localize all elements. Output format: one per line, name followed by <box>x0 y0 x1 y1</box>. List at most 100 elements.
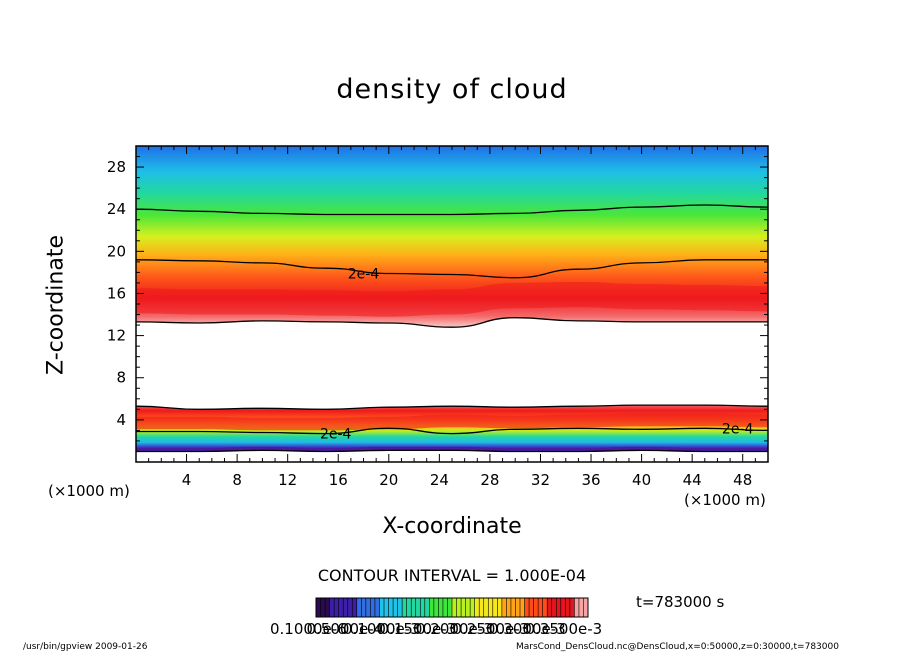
colorbar-cell <box>406 598 412 617</box>
colorbar-cell <box>411 598 417 617</box>
chart-title: density of cloud <box>336 74 568 105</box>
colorbar-cell <box>329 598 335 617</box>
y-axis-unit: (×1000 m) <box>48 482 130 500</box>
colorbar-cell <box>506 598 512 617</box>
colorbar-cell <box>325 598 331 617</box>
colorbar-cell <box>442 598 448 617</box>
x-tick-label: 4 <box>182 471 192 489</box>
colorbar-cell <box>542 598 548 617</box>
lower-clear-region <box>136 450 768 462</box>
lower-layer-peak-band <box>136 413 768 431</box>
x-tick-label: 28 <box>480 471 499 489</box>
colorbar-cell <box>515 598 521 617</box>
colorbar-cell <box>402 598 408 617</box>
colorbar-cell <box>492 598 498 617</box>
y-tick-label: 8 <box>116 369 126 387</box>
colorbar-cell <box>379 598 385 617</box>
colorbar-cell <box>320 598 326 617</box>
y-tick-label: 12 <box>107 327 126 345</box>
colorbar-tick-label: 0.1500e-3 <box>379 620 457 638</box>
upper-layer-peak-band <box>136 281 768 317</box>
upper-contour-2e-4 <box>136 259 768 279</box>
x-tick-label: 40 <box>632 471 651 489</box>
upper-outer-contour-top <box>136 204 768 216</box>
colorbar-cell <box>356 598 362 617</box>
colorbar-cell <box>365 598 371 617</box>
colorbar-cell <box>370 598 376 617</box>
colorbar-cell <box>574 598 580 617</box>
colorbar-cell <box>393 598 399 617</box>
colorbar-cell <box>461 598 467 617</box>
colorbar-cell <box>501 598 507 617</box>
lower-contour-2e-4 <box>136 427 768 435</box>
colorbar-frame <box>315 597 589 618</box>
colorbar-cell <box>560 598 566 617</box>
x-tick-label: 24 <box>430 471 449 489</box>
colorbar-cell <box>374 598 380 617</box>
colorbar-cell <box>578 598 584 617</box>
colorbar-cell <box>565 598 571 617</box>
lower-outer-contour-top <box>136 404 768 410</box>
colorbar-cell <box>352 598 358 617</box>
colorbar-cell <box>343 598 349 617</box>
lower-outer-contour-bottom <box>136 449 768 453</box>
colorbar-cell <box>452 598 458 617</box>
colorbar-cell <box>483 598 489 617</box>
upper-contour-label-text: 2e-4 <box>348 266 380 282</box>
colorbar-cell <box>488 598 494 617</box>
footer-source: MarsCond_DensCloud.nc@DensCloud,x=0:5000… <box>516 642 839 652</box>
y-tick-label: 24 <box>107 200 126 218</box>
colorbar-cell <box>420 598 426 617</box>
y-tick-label: 20 <box>107 242 126 260</box>
colorbar-cell <box>569 598 575 617</box>
colorbar-cell <box>583 598 589 617</box>
upper-cloud-layer <box>136 146 768 328</box>
colorbar-tick-label: 0.1000e-6 <box>270 620 347 638</box>
colorbar-cell <box>415 598 421 617</box>
x-tick-label: 36 <box>581 471 600 489</box>
colorbar-cell <box>429 598 435 617</box>
colorbar-tick-label: 0.1000e-3 <box>343 620 420 638</box>
y-tick-label: 28 <box>107 158 126 176</box>
y-tick-label: 4 <box>116 411 126 429</box>
x-tick-label: 16 <box>329 471 348 489</box>
colorbar-cell <box>520 598 526 617</box>
colorbar-cell <box>334 598 340 617</box>
lower-contour-label-left: 2e-4 <box>320 427 352 443</box>
x-tick-label: 48 <box>733 471 752 489</box>
colorbar-cell <box>470 598 476 617</box>
colorbar-cell <box>397 598 403 617</box>
colorbar-tick-labels: 0.1000e-6 0.5000e-4 0.1000e-3 0.1500e-3 0.20… <box>270 620 650 642</box>
colorbar-cell <box>551 598 557 617</box>
y-tick-label: 16 <box>107 284 126 302</box>
colorbar-cell <box>497 598 503 617</box>
colorbar-tick-label: 0.3000e-3 <box>489 620 566 638</box>
x-axis-unit: (×1000 m) <box>684 491 766 509</box>
colorbar-cell <box>424 598 430 617</box>
colorbar-cell <box>433 598 439 617</box>
colorbar-cell <box>361 598 367 617</box>
upper-outer-contour-bottom <box>136 317 768 328</box>
colorbar-cell <box>474 598 480 617</box>
time-label: t=783000 s <box>636 593 725 611</box>
colorbar-cell <box>465 598 471 617</box>
colorbar-cell <box>338 598 344 617</box>
colorbar-cell <box>479 598 485 617</box>
lower-contour-label-right-text: 2e-4 <box>722 421 754 437</box>
colorbar-cell <box>456 598 462 617</box>
x-tick-label: 20 <box>379 471 398 489</box>
colorbar-cell <box>438 598 444 617</box>
colorbar-tick-label: 0.3500e-3 <box>525 620 603 638</box>
colorbar-cell <box>556 598 562 617</box>
colorbar-tick-label: 0.2500e-3 <box>452 620 530 638</box>
lower-contour-label-left-text: 2e-4 <box>320 427 352 443</box>
colorbar-cell <box>388 598 394 617</box>
x-axis-label-text: X-coordinate <box>382 514 522 539</box>
x-tick-label: 8 <box>232 471 242 489</box>
footer-program-date: /usr/bin/gpview 2009-01-26 <box>23 642 148 652</box>
colorbar-cell <box>347 598 353 617</box>
colorbar-tick-label: 0.2000e-3 <box>416 620 493 638</box>
colorbar-cell <box>510 598 516 617</box>
colorbar-cell <box>447 598 453 617</box>
